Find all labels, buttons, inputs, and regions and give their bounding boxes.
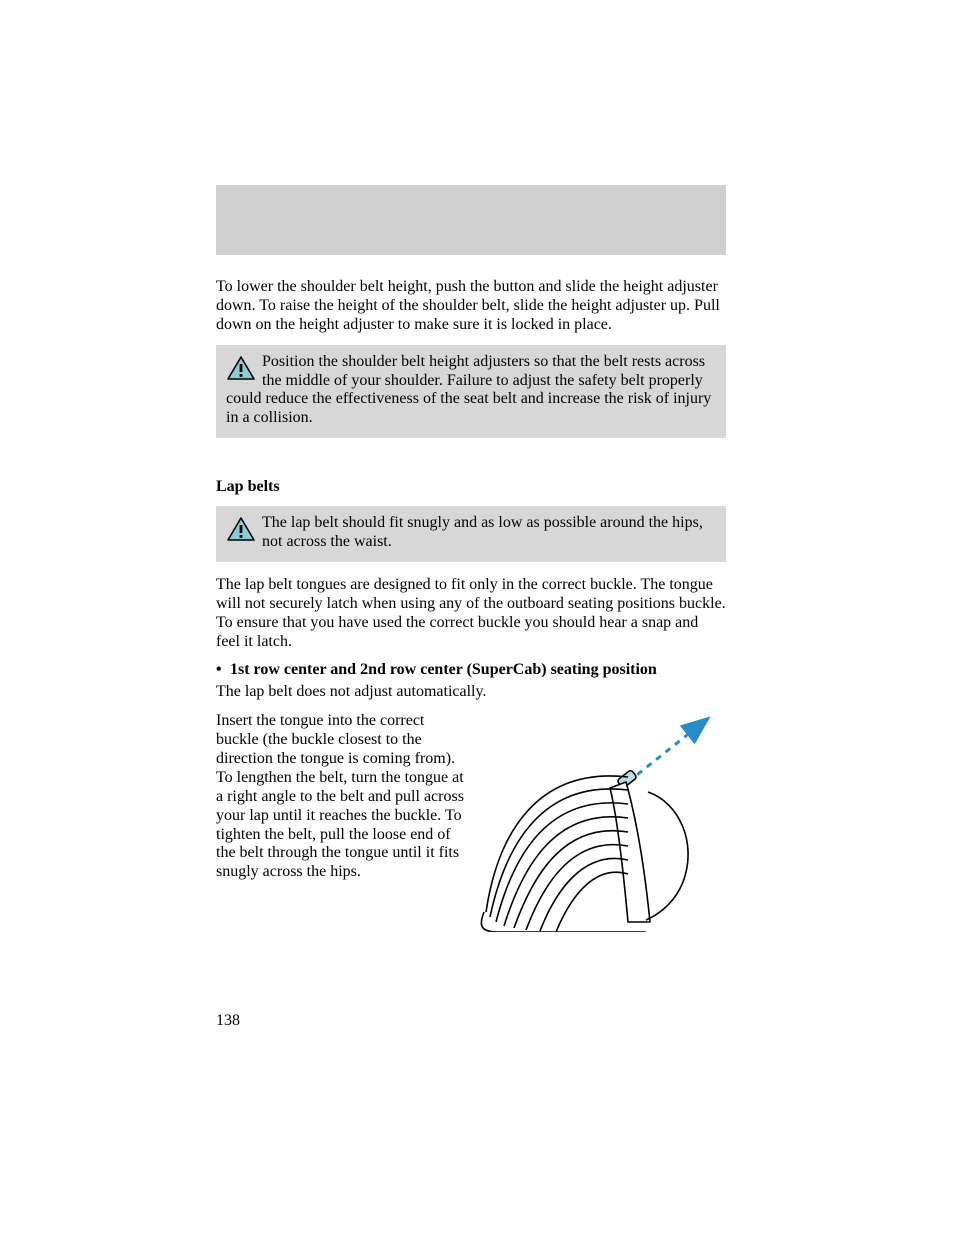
bullet-dot-icon: • — [216, 661, 230, 679]
paragraph: Insert the tongue into the correct buckl… — [216, 712, 466, 882]
page-number: 138 — [216, 1012, 240, 1030]
bullet-heading: •1st row center and 2nd row center (Supe… — [216, 661, 726, 679]
paragraph: The lap belt tongues are designed to fit… — [216, 576, 726, 652]
lap-belt-diagram — [478, 712, 726, 937]
bullet-heading-text: 1st row center and 2nd row center (Super… — [230, 661, 657, 678]
two-column-row: Insert the tongue into the correct buckl… — [216, 712, 726, 937]
section-header-band — [216, 185, 726, 255]
warning-icon — [226, 355, 256, 381]
warning-box: The lap belt should fit snugly and as lo… — [216, 506, 726, 562]
section-heading-lap-belts: Lap belts — [216, 478, 726, 496]
warning-icon — [226, 516, 256, 542]
body-column: To lower the shoulder belt height, push … — [216, 278, 726, 937]
warning-box: Position the shoulder belt height adjust… — [216, 345, 726, 439]
paragraph: The lap belt does not adjust automatical… — [216, 683, 726, 702]
warning-text: Position the shoulder belt height adjust… — [226, 353, 716, 429]
warning-text: The lap belt should fit snugly and as lo… — [226, 514, 716, 552]
paragraph: To lower the shoulder belt height, push … — [216, 278, 726, 335]
manual-page: To lower the shoulder belt height, push … — [0, 0, 954, 1235]
